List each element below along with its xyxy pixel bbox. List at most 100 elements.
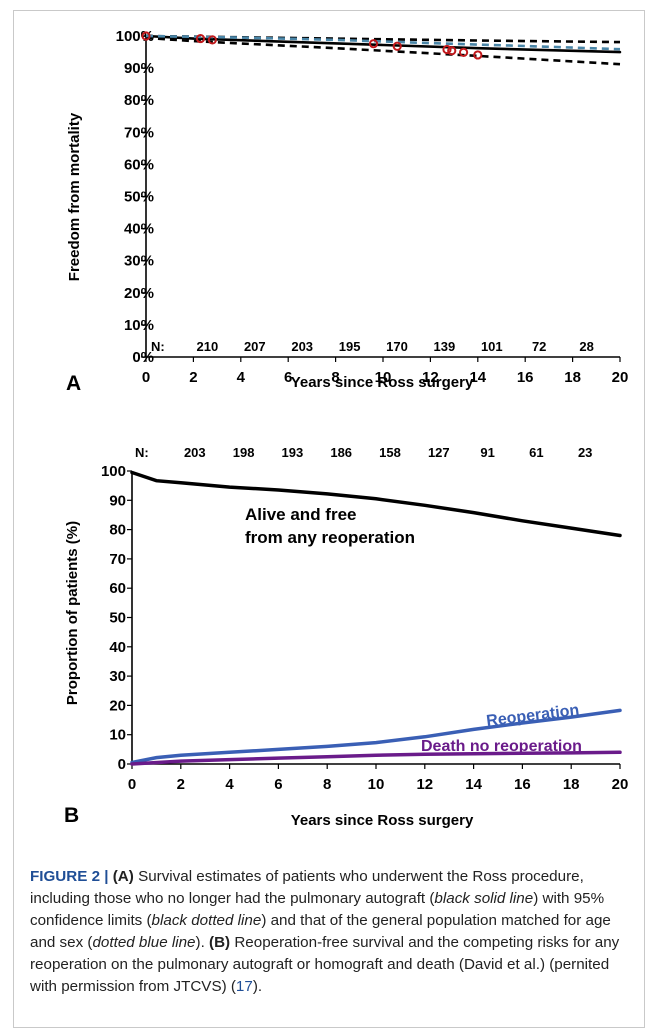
- panel-a-x-tick-label: 12: [422, 369, 439, 386]
- panel-b-y-tick-label: 50: [109, 610, 126, 627]
- panel-b-x-tick-label: 20: [612, 776, 629, 793]
- panel-a-x-tick-label: 10: [375, 369, 392, 386]
- caption-part3: ) and that of the general population mat…: [30, 912, 611, 951]
- panel-b-y-tick-label: 10: [109, 727, 126, 744]
- panel-b-series-death-no-reoperation: [130, 750, 622, 766]
- caption-figure-label: FIGURE 2 |: [30, 868, 109, 885]
- panel-b-y-tick-label: 60: [109, 580, 126, 597]
- panel-b-series-alive-and-free-from-any-reoperation: [130, 470, 622, 538]
- panel-b-x-tick-label: 6: [274, 776, 282, 793]
- panel-b-at-risk-number: 186: [330, 445, 352, 460]
- panel-a-plot: 0%10%20%30%40%50%60%70%80%90%100%0 2 4 6 8 10…: [116, 28, 629, 386]
- panel-a-xlabel: Years since Ross surgery: [291, 374, 474, 391]
- panel-b-y-tick-label: 40: [109, 639, 126, 656]
- panel-b-x-tick-label: 16: [514, 776, 531, 793]
- panel-b-series-reoperation: [130, 708, 622, 765]
- panel-b-x-tick-label: 2: [177, 776, 185, 793]
- panel-a-x-tick-label: 0: [142, 369, 150, 386]
- panel-b-y-tick-label: 70: [109, 551, 126, 568]
- panel-b-plot: 0 10 20 30 40 50 60 70 80 90 100 0 2 4 6 8 10 12 14 16 18 20 2…: [101, 445, 628, 793]
- panel-b-n-label: N:: [135, 445, 149, 460]
- panel-a-at-risk-number: 203: [291, 339, 313, 354]
- panel-a-y-tick-label: 90%: [124, 60, 154, 77]
- panel-b-y-tick-label: 20: [109, 697, 126, 714]
- panel-a-y-tick-label: 0%: [132, 349, 154, 366]
- panel-b-at-risk-number: 61: [529, 445, 543, 460]
- panel-a-at-risk-number: 101: [481, 339, 503, 354]
- panel-b-x-tick-label: 0: [128, 776, 136, 793]
- panel-b-y-tick-label: 100: [101, 463, 126, 480]
- caption-b-label: (B): [209, 934, 231, 951]
- caption-part2: ) with 95% confidence limits (: [30, 890, 605, 929]
- panel-a-y-tick-label: 80%: [124, 92, 154, 109]
- caption-part5: Reoperation-free survival and the compet…: [30, 934, 620, 995]
- panel-b-at-risk-number: 158: [379, 445, 401, 460]
- panel-a-event-marker: [207, 35, 217, 45]
- panel-a-x-tick-label: 6: [284, 369, 292, 386]
- panel-a-event-marker: [392, 41, 402, 51]
- panel-a-at-risk-number: 207: [244, 339, 266, 354]
- panel-a-x-tick-label: 4: [237, 369, 246, 386]
- panel-b-y-tick-label: 80: [109, 522, 126, 539]
- panel-a: Years since Ross surgery Freedom from mo…: [66, 112, 474, 395]
- panel-a-series-black-solid: [144, 34, 622, 54]
- caption-part1: Survival estimates of patients who under…: [30, 868, 584, 907]
- panel-a-n-label: N:: [151, 339, 165, 354]
- panel-a-event-marker: [368, 39, 379, 49]
- panel-a-event-marker: [447, 46, 457, 56]
- panel-a-event-marker: [141, 31, 151, 41]
- panel-b-xlabel: Years since Ross surgery: [291, 812, 474, 829]
- panel-a-at-risk-number: 170: [386, 339, 408, 354]
- panel-a-at-risk-number: 72: [532, 339, 546, 354]
- panel-b-y-tick-label: 30: [109, 668, 126, 685]
- panel-b-at-risk-number: 91: [480, 445, 494, 460]
- panel-b-at-risk-number: 23: [578, 445, 592, 460]
- panel-b-ylabel: Proportion of patients (%): [64, 521, 81, 705]
- panel-a-event-marker: [473, 50, 483, 60]
- panel-a-y-tick-label: 20%: [124, 285, 154, 302]
- panel-a-at-risk-number: 210: [197, 339, 219, 354]
- panel-b-y-tick-label: 0: [118, 756, 126, 773]
- panel-b-x-tick-label: 14: [465, 776, 482, 793]
- panel-a-ylabel: Freedom from mortality: [66, 112, 83, 281]
- caption-italic-2: black dotted line: [151, 912, 262, 929]
- caption-italic-1: black solid line: [434, 890, 534, 907]
- panel-a-x-tick-label: 14: [469, 369, 486, 386]
- panel-a-y-tick-label: 60%: [124, 156, 154, 173]
- panel-a-event-marker: [442, 44, 452, 55]
- alive-annotation-line1: Alive and free: [245, 505, 357, 524]
- caption-a-label: (A): [112, 868, 134, 885]
- panel-b-x-tick-label: 4: [225, 776, 234, 793]
- caption-reference: 17: [235, 978, 253, 995]
- alive-annotation-line2: from any reoperation: [245, 528, 415, 547]
- panel-a-at-risk-number: 139: [434, 339, 456, 354]
- death-annotation: Death no reoperation: [421, 738, 582, 755]
- figure-caption: FIGURE 2 | (A) Survival estimates of pat…: [30, 866, 630, 998]
- panel-a-y-tick-label: 70%: [124, 124, 154, 141]
- panel-b-at-risk-number: 198: [233, 445, 255, 460]
- panel-a-x-tick-label: 8: [331, 369, 339, 386]
- panel-a-event-marker: [195, 33, 206, 44]
- panel-a-y-tick-label: 50%: [124, 189, 154, 206]
- caption-part6: ).: [252, 978, 263, 995]
- panel-a-x-tick-label: 16: [517, 369, 534, 386]
- panel-b-x-tick-label: 18: [563, 776, 580, 793]
- panel-a-event-marker: [458, 47, 469, 57]
- figure-charts: Years since Ross surgery Freedom from mo…: [64, 28, 629, 829]
- panel-b-at-risk-number: 193: [282, 445, 304, 460]
- panel-b-x-tick-label: 8: [323, 776, 331, 793]
- panel-b-label: B: [64, 804, 79, 827]
- panel-b-x-tick-label: 12: [416, 776, 433, 793]
- panel-b-at-risk-number: 203: [184, 445, 206, 460]
- panel-b: Years since Ross surgery Proportion of p…: [64, 445, 582, 829]
- panel-b-x-tick-label: 10: [368, 776, 385, 793]
- panel-b-y-tick-label: 90: [109, 492, 126, 509]
- panel-a-y-tick-label: 40%: [124, 221, 154, 238]
- caption-italic-3: dotted blue line: [92, 934, 196, 951]
- panel-a-y-tick-label: 10%: [124, 317, 154, 334]
- figure-frame: [13, 10, 645, 1028]
- panel-b-at-risk-number: 127: [428, 445, 450, 460]
- panel-a-x-tick-label: 18: [564, 369, 581, 386]
- panel-a-x-tick-label: 20: [612, 369, 629, 386]
- caption-part4: ).: [195, 934, 210, 951]
